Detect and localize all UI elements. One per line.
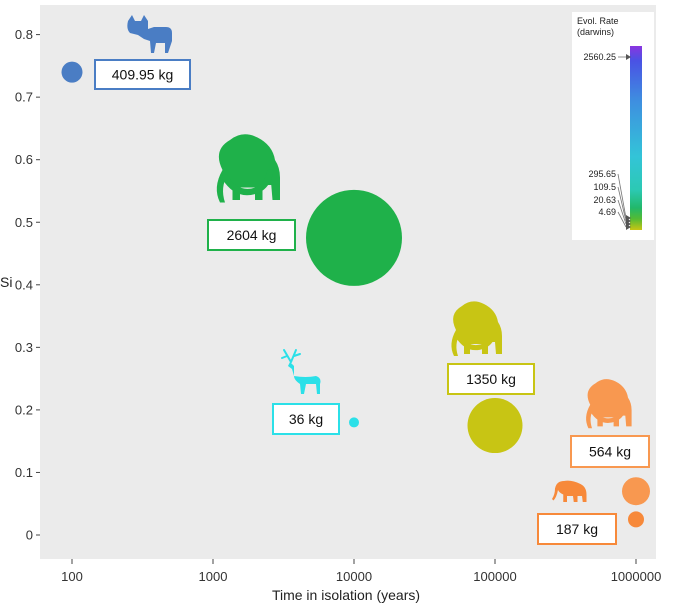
y-tick-label: 0.2 [15,402,33,417]
x-tick-label: 100000 [473,569,516,584]
mass-label-text: 187 kg [556,521,598,537]
colorbar-gradient [630,46,642,230]
mass-label-text: 2604 kg [227,227,277,243]
data-point [306,189,402,286]
mass-label-box [447,363,535,395]
y-tick-label: 0.8 [15,27,33,42]
colorbar-tick-marker [626,54,631,60]
deer-icon [281,349,321,394]
cattle-icon [127,15,172,53]
x-axis-title: Time in isolation (years) [272,587,420,603]
colorbar-title: Evol. Rate [577,16,619,26]
mass-label-text: 1350 kg [466,371,516,387]
y-tick-label: 0.3 [15,340,33,355]
y-tick-label: 0.1 [15,465,33,480]
mass-label-box [207,219,296,251]
data-point [349,417,359,428]
data-point [622,477,650,506]
x-tick-label: 1000000 [611,569,662,584]
colorbar-title: (darwins) [577,27,614,37]
mammoth-icon [586,379,632,429]
data-point [467,398,523,454]
data-point [628,511,644,528]
x-tick-label: 100 [61,569,83,584]
animal-icons [127,15,632,502]
mass-label-text: 564 kg [589,444,631,460]
axis-ticks: 100 1000 10000 100000 1000000 0 0.1 0.2 0.3 0.4 0.… [15,27,661,584]
colorbar-legend: Evol. Rate(darwins) 2560.25 295.65 109.5 20.… [572,12,654,240]
data-point [61,61,83,83]
y-tick-label: 0.6 [15,152,33,167]
data-points [61,61,650,528]
y-tick-label: 0.7 [15,90,33,105]
colorbar-tick-marker [626,224,631,230]
colorbar-tick-label: 4.69 [598,207,616,217]
y-tick-label: 0 [26,528,33,543]
y-tick-label: 0.4 [15,277,33,292]
colorbar-tick-leader [617,199,627,225]
mass-labels: 409.95 kg 2604 kg 36 kg 1350 kg 564 kg 187 kg [94,59,650,545]
mass-label-text: 409.95 kg [112,67,174,83]
mass-label-box [570,435,650,468]
x-tick-label: 10000 [336,569,372,584]
elephant-icon [552,480,587,502]
y-axis-title: Si [0,274,12,290]
colorbar-tick-leader [617,211,627,228]
x-tick-label: 1000 [199,569,228,584]
mass-label-text: 36 kg [289,411,323,427]
colorbar-tick-label: 2560.25 [583,52,616,62]
colorbar-tick-label: 295.65 [588,169,616,179]
mass-label-box [537,513,617,545]
mass-label-box [272,403,340,435]
colorbar-tick-leader [617,173,627,219]
y-tick-label: 0.5 [15,215,33,230]
colorbar-tick-label: 109.5 [593,182,616,192]
mammoth-icon [451,301,502,356]
mammoth-icon [216,134,280,203]
mass-label-box [94,59,191,90]
colorbar-tick-leader [617,186,627,222]
colorbar-tick-label: 20.63 [593,195,616,205]
